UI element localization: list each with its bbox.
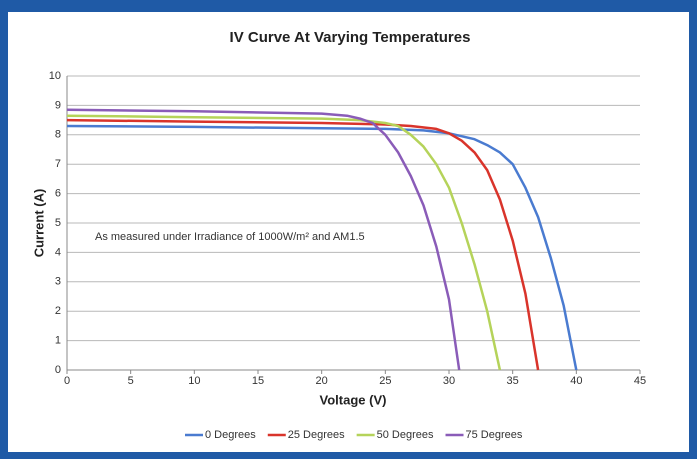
x-tick-label: 20 (316, 375, 328, 387)
x-tick-label: 45 (634, 375, 646, 387)
annotation: As measured under Irradiance of 1000W/m²… (95, 231, 365, 243)
legend-label: 25 Degrees (288, 429, 345, 441)
y-tick-label: 5 (55, 217, 61, 229)
y-tick-label: 8 (55, 129, 61, 141)
y-tick-label: 3 (55, 276, 61, 288)
panel (8, 12, 689, 452)
x-axis-label: Voltage (V) (320, 392, 387, 407)
legend-label: 50 Degrees (377, 429, 434, 441)
y-tick-label: 10 (49, 70, 61, 82)
x-tick-label: 15 (252, 375, 264, 387)
x-tick-label: 10 (188, 375, 200, 387)
series-line (66, 124, 578, 371)
chart-title: IV Curve At Varying Temperatures (230, 29, 471, 46)
y-tick-label: 9 (55, 99, 61, 111)
y-tick-label: 0 (55, 364, 61, 376)
y-axis-label: Current (A) (31, 189, 46, 258)
series-line (66, 108, 461, 371)
y-tick-label: 7 (55, 158, 61, 170)
x-tick-label: 25 (379, 375, 391, 387)
legend-label: 0 Degrees (205, 429, 256, 441)
x-tick-label: 35 (507, 375, 519, 387)
y-tick-label: 1 (55, 335, 61, 347)
x-tick-label: 30 (443, 375, 455, 387)
y-tick-label: 2 (55, 305, 61, 317)
series-line (66, 118, 540, 371)
y-tick-label: 4 (55, 246, 61, 258)
x-tick-label: 0 (64, 375, 70, 387)
x-tick-label: 40 (570, 375, 582, 387)
legend-label: 75 Degrees (466, 429, 523, 441)
y-tick-label: 6 (55, 188, 61, 200)
x-tick-label: 5 (128, 375, 134, 387)
series-line (66, 114, 502, 371)
